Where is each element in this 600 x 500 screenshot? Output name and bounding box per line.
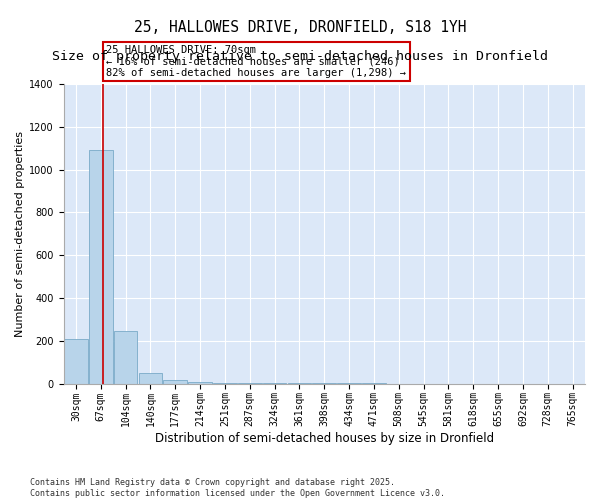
Y-axis label: Number of semi-detached properties: Number of semi-detached properties xyxy=(15,131,25,337)
Text: 25, HALLOWES DRIVE, DRONFIELD, S18 1YH: 25, HALLOWES DRIVE, DRONFIELD, S18 1YH xyxy=(134,20,466,35)
Bar xyxy=(114,331,137,384)
X-axis label: Distribution of semi-detached houses by size in Dronfield: Distribution of semi-detached houses by … xyxy=(155,432,494,445)
Bar xyxy=(64,338,88,384)
Text: Size of property relative to semi-detached houses in Dronfield: Size of property relative to semi-detach… xyxy=(52,50,548,63)
Text: Contains HM Land Registry data © Crown copyright and database right 2025.
Contai: Contains HM Land Registry data © Crown c… xyxy=(30,478,445,498)
Bar xyxy=(89,150,113,384)
Text: 25 HALLOWES DRIVE: 70sqm
← 16% of semi-detached houses are smaller (246)
82% of : 25 HALLOWES DRIVE: 70sqm ← 16% of semi-d… xyxy=(106,45,406,78)
Bar xyxy=(139,373,162,384)
Bar xyxy=(163,380,187,384)
Bar xyxy=(213,383,237,384)
Bar xyxy=(188,382,212,384)
